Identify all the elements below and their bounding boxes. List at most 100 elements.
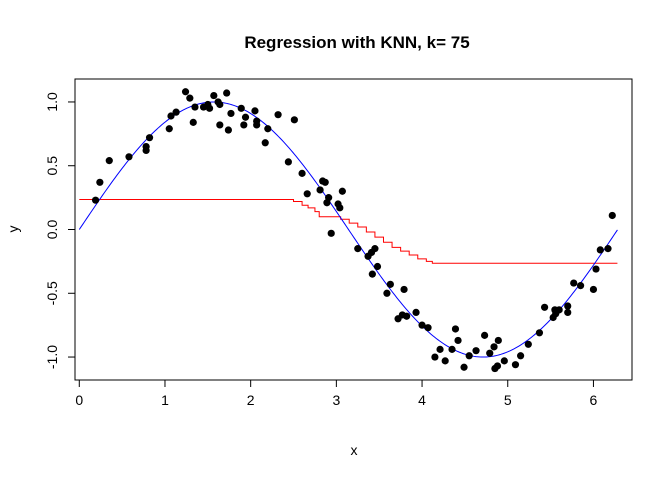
y-tick-label: 0.5 <box>44 156 60 176</box>
data-point <box>91 196 100 204</box>
y-axis-label: y <box>5 226 21 233</box>
data-point <box>500 357 508 365</box>
data-point <box>472 347 480 355</box>
x-tick-label: 2 <box>247 392 255 408</box>
data-point <box>145 134 154 142</box>
y-tick-label: -0.5 <box>44 281 60 305</box>
data-point <box>237 104 245 112</box>
data-point <box>386 280 394 288</box>
knn-fit-line-series <box>79 199 618 264</box>
knn-fit-line <box>79 199 618 264</box>
data-point <box>535 329 544 337</box>
x-tick-label: 4 <box>418 392 426 408</box>
observed-points-series <box>91 88 616 373</box>
x-tick-label: 0 <box>75 392 83 408</box>
x-tick-label: 3 <box>332 392 340 408</box>
data-point <box>325 194 333 202</box>
data-point <box>373 262 382 271</box>
data-point <box>354 245 362 253</box>
data-point <box>383 289 391 297</box>
data-point <box>608 211 616 220</box>
data-point <box>564 308 572 317</box>
data-point <box>493 362 502 370</box>
data-point <box>261 139 269 147</box>
data-point <box>403 312 411 320</box>
data-point <box>540 303 549 311</box>
data-point <box>490 343 498 351</box>
data-point <box>400 285 408 294</box>
data-point <box>424 324 432 332</box>
data-point <box>290 116 298 124</box>
data-point <box>564 302 572 310</box>
data-point <box>511 361 520 369</box>
data-point <box>251 107 259 115</box>
data-point <box>604 245 612 253</box>
data-point <box>227 109 235 118</box>
data-point <box>216 100 224 109</box>
data-point <box>264 125 272 133</box>
data-point <box>327 229 335 237</box>
data-point <box>368 270 376 278</box>
data-point <box>576 282 585 290</box>
data-point <box>189 118 197 126</box>
data-point <box>321 178 329 186</box>
data-point <box>191 103 199 111</box>
data-point <box>441 357 449 365</box>
data-point <box>570 279 578 287</box>
data-point <box>284 158 292 166</box>
data-point <box>186 94 194 102</box>
data-point <box>465 352 473 360</box>
x-axis: 0 1 2 3 4 5 6 <box>75 379 598 408</box>
data-point <box>274 111 282 119</box>
data-point <box>592 265 600 273</box>
x-tick-label: 6 <box>590 392 598 408</box>
data-point <box>223 89 231 97</box>
chart-title: Regression with KNN, k= 75 <box>244 33 469 52</box>
data-point <box>448 345 456 353</box>
data-point <box>205 104 214 112</box>
data-point <box>240 121 248 129</box>
data-point <box>418 321 426 329</box>
data-point <box>316 186 324 194</box>
true-sine-curve-series <box>78 101 618 358</box>
x-axis-label: x <box>351 442 358 458</box>
data-point <box>336 204 344 212</box>
data-point <box>303 190 311 198</box>
data-point <box>481 331 489 339</box>
data-point <box>517 352 525 360</box>
data-point <box>555 306 563 314</box>
x-tick-label: 1 <box>161 392 169 408</box>
y-tick-label: 0.0 <box>44 220 60 240</box>
data-point <box>167 112 175 120</box>
data-point <box>589 285 598 294</box>
data-point <box>486 349 494 357</box>
data-point <box>431 353 439 361</box>
data-point <box>241 113 250 121</box>
data-point <box>142 142 150 151</box>
data-point <box>105 157 113 165</box>
data-point <box>96 178 104 186</box>
data-point <box>165 125 173 133</box>
data-point <box>436 345 444 353</box>
y-axis: -1.0 -0.5 0.0 0.5 1.0 <box>44 92 76 369</box>
data-point <box>451 325 460 333</box>
data-point <box>125 153 133 161</box>
data-point <box>224 126 232 134</box>
true-sine-curve <box>78 101 618 358</box>
data-point <box>181 88 190 96</box>
data-point <box>338 187 346 195</box>
data-point <box>412 308 420 317</box>
plot-area-frame <box>74 78 633 381</box>
data-point <box>460 363 468 371</box>
data-point <box>216 121 224 129</box>
y-tick-label: -1.0 <box>44 345 60 369</box>
data-point <box>596 246 604 254</box>
data-point <box>524 340 532 348</box>
data-point <box>454 336 462 345</box>
data-point <box>494 336 502 345</box>
data-point <box>371 245 379 253</box>
data-point <box>298 169 306 177</box>
data-point <box>253 117 261 125</box>
x-tick-label: 5 <box>504 392 512 408</box>
